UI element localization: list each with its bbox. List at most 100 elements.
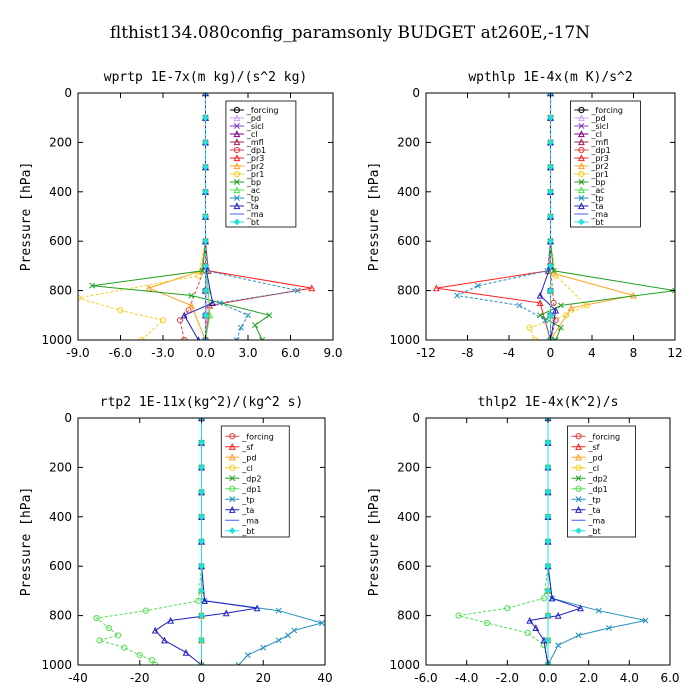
series-point-ta: [253, 604, 261, 612]
series-point-tp: [260, 644, 267, 651]
legend-marker: [233, 123, 240, 129]
series-point-bt: [547, 114, 554, 122]
legend-entry: _sf: [241, 443, 253, 452]
legend-entry: _sicl: [590, 122, 608, 131]
x-tick-label: 2.0: [579, 671, 598, 685]
series-point-ta: [548, 594, 556, 602]
legend-entry: _pd: [241, 453, 256, 462]
series-point-bp: [259, 337, 266, 340]
y-tick-label: 800: [49, 609, 72, 623]
series-point-dp1: [142, 607, 150, 614]
legend-entry: _ac: [246, 186, 260, 195]
x-tick-label: -20: [130, 671, 150, 685]
series-point-ta: [161, 636, 168, 644]
series-point-tp: [555, 642, 562, 649]
series-point-dp1: [176, 317, 184, 324]
series-point-bt: [202, 188, 209, 196]
legend-marker: [578, 186, 585, 194]
y-tick-label: 400: [397, 185, 420, 199]
series-point-ta: [180, 311, 188, 319]
series-point-bt: [202, 213, 209, 220]
y-tick-label: 1000: [389, 658, 420, 672]
series-point-bp: [557, 324, 564, 331]
series-point-ta: [151, 626, 159, 634]
x-tick-label: 8: [630, 346, 638, 360]
series-point-tp: [545, 662, 551, 665]
plot-area: [78, 93, 316, 340]
legend-marker: [578, 154, 585, 162]
legend-marker: [228, 443, 236, 450]
chart-panels: wprtp 1E-7x(m kg)/(s^2 kg) Pressure [hPa]…: [19, 70, 683, 685]
legend-marker: [233, 130, 241, 138]
series-point-tp: [284, 632, 291, 639]
series-point-bt: [198, 636, 205, 644]
legend: _forcing_pd_sicl_cl_mfl_dp1_pr3_pr2_pr1_…: [225, 100, 297, 228]
x-tick-label: 0: [547, 346, 555, 360]
series-point-dp1: [552, 317, 559, 324]
chart-panel-4: thlp2 1E-4x(K^2)/s Pressure [hPa] -6.0 -4.0…: [367, 395, 680, 685]
plot-area: [93, 418, 325, 665]
legend-entry: _pr3: [246, 154, 264, 163]
y-tick-label: 1000: [41, 658, 72, 672]
y-tick-label: 400: [49, 510, 72, 524]
legend-entry: _tp: [241, 495, 254, 504]
series-point-pr2: [187, 301, 195, 309]
series-point-bt: [202, 139, 209, 146]
series-point-bt: [547, 237, 554, 245]
series-point-bt: [544, 612, 552, 619]
series-point-bt: [202, 262, 209, 270]
series-point-bt: [547, 287, 554, 294]
legend-entry: _dp1: [588, 485, 608, 494]
y-tick-label: 0: [64, 86, 72, 100]
legend-marker: [229, 496, 236, 503]
legend-entry: _cl: [590, 130, 602, 139]
series-point-ta: [182, 648, 190, 656]
series-point-pr1: [583, 302, 590, 309]
series-point-dp1: [540, 595, 548, 602]
x-tick-label: -40: [68, 671, 88, 685]
series-point-bp: [188, 292, 195, 299]
series-point-bp: [199, 267, 206, 274]
y-axis-label: Pressure [hPa]: [367, 487, 382, 597]
legend-entry: _forcing: [590, 106, 623, 115]
series-point-tp: [294, 287, 301, 294]
y-tick-label: 400: [397, 510, 420, 524]
series-point-dp1: [152, 661, 159, 665]
legend-entry: _pr1: [246, 170, 264, 179]
series-point-tp: [318, 620, 325, 626]
legend-entry: _dp1: [590, 146, 610, 155]
series-point-ta: [552, 306, 560, 314]
y-tick-label: 200: [397, 460, 420, 474]
legend-entry: _dp1: [246, 146, 266, 155]
y-tick-label: 0: [64, 411, 72, 425]
legend-marker: [578, 162, 585, 170]
x-tick-label: 4.0: [620, 671, 639, 685]
plot-area: [455, 418, 649, 665]
legend-marker: [233, 114, 241, 122]
legend-entry: _bt: [590, 218, 603, 227]
legend-entry: _cl: [588, 464, 600, 473]
series-point-dp1: [115, 632, 122, 639]
legend-entry: _forcing: [588, 432, 621, 441]
x-tick-label: 12: [667, 346, 682, 360]
legend-marker: [575, 506, 582, 513]
series-point-ta: [536, 291, 544, 299]
series-point-bt: [198, 488, 205, 496]
series-point-tp: [516, 302, 523, 309]
series-point-tp: [237, 324, 244, 331]
x-tick-label: 20: [256, 671, 271, 685]
legend-entry: _ma: [590, 210, 608, 219]
legend-marker: [229, 485, 236, 492]
legend-marker: [575, 433, 582, 440]
legend-marker: [228, 506, 236, 513]
legend-entry: _pd: [590, 114, 605, 123]
series-point-tp: [235, 662, 242, 665]
series-point-bt: [544, 464, 552, 471]
series-point-bt: [198, 562, 205, 570]
legend-marker: [233, 170, 240, 178]
series-point-ta: [201, 597, 208, 604]
series-point-bt: [544, 513, 552, 521]
figure-title: flthist134.080config_paramsonly BUDGET a…: [110, 23, 590, 43]
series-point-bt: [544, 439, 552, 447]
series-point-tp: [547, 337, 554, 340]
